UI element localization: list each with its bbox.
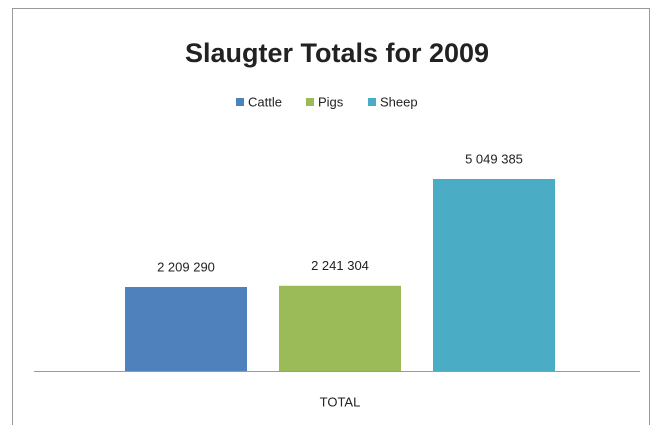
x-tick-label: TOTAL (320, 394, 361, 409)
value-label: 5 049 385 (465, 151, 523, 166)
legend-swatch (236, 98, 244, 106)
bar (433, 179, 555, 371)
bar (125, 286, 247, 371)
value-label: 2 241 304 (311, 258, 369, 273)
legend-label: Pigs (318, 94, 344, 109)
bar (279, 285, 401, 371)
legend-swatch (368, 98, 376, 106)
chart-title: Slaugter Totals for 2009 (185, 38, 489, 68)
value-label: 2 209 290 (157, 259, 215, 274)
legend-swatch (306, 98, 314, 106)
legend-label: Cattle (248, 94, 282, 109)
legend-label: Sheep (380, 94, 418, 109)
